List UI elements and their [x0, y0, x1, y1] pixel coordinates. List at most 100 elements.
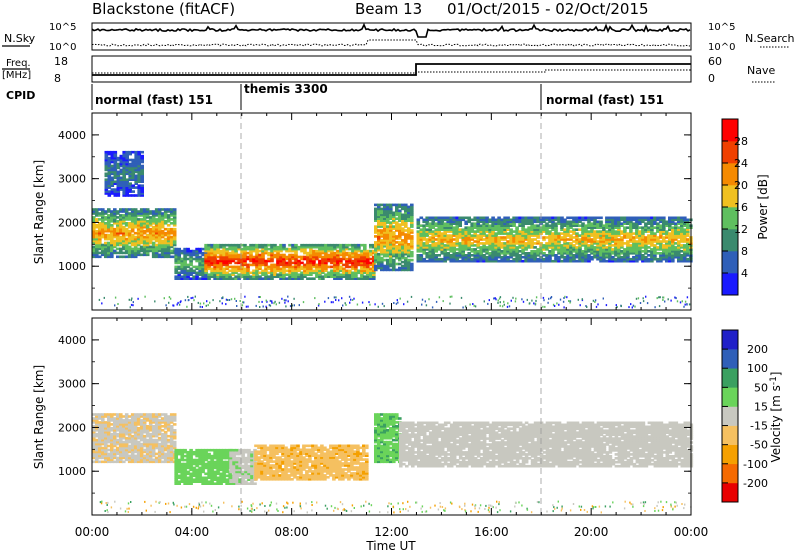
power-cell — [127, 237, 132, 241]
power-cell — [157, 239, 162, 243]
power-cell — [608, 242, 612, 245]
velocity-cell — [107, 436, 111, 440]
power-cell — [491, 230, 495, 233]
power-cell — [101, 249, 105, 253]
power-cell — [398, 205, 402, 209]
power-cell — [314, 297, 316, 300]
power-cell — [662, 252, 666, 255]
power-cell — [113, 162, 118, 166]
power-cell — [101, 251, 105, 255]
power-cell — [671, 259, 675, 263]
power-cell — [252, 261, 256, 265]
velocity-cell — [122, 425, 126, 428]
power-cell — [240, 253, 244, 257]
power-cell — [578, 248, 582, 251]
power-cell — [401, 213, 405, 217]
power-cell — [207, 275, 211, 278]
power-cell — [554, 232, 558, 235]
power-cell — [201, 273, 205, 276]
power-cell — [148, 245, 153, 249]
power-cell — [140, 154, 144, 158]
power-cell — [225, 247, 229, 251]
power-cell — [509, 242, 513, 245]
power-cell — [518, 240, 522, 243]
power-cell — [464, 230, 468, 233]
velocity-cell — [101, 429, 105, 432]
velocity-cell — [95, 456, 99, 460]
power-cell — [422, 236, 426, 239]
power-cell — [119, 231, 123, 235]
power-cell — [620, 218, 624, 222]
power-cell — [539, 220, 543, 224]
power-cell — [479, 248, 483, 251]
power-cell — [488, 228, 492, 231]
power-cell — [501, 305, 504, 308]
power-cell — [222, 247, 226, 251]
power-cell — [327, 245, 331, 249]
power-cell — [404, 241, 408, 244]
power-cell — [566, 238, 570, 241]
power-cell — [680, 246, 684, 249]
power-cell — [104, 154, 109, 158]
power-cell — [629, 246, 633, 249]
power-cell — [127, 231, 132, 235]
power-cell — [437, 226, 441, 229]
power-cell — [116, 176, 121, 180]
power-cell — [192, 296, 194, 299]
power-cell — [386, 264, 390, 268]
velocity-cell — [154, 440, 159, 444]
velocity-cell — [110, 446, 114, 450]
power-cell — [629, 259, 633, 263]
power-cell — [98, 245, 102, 249]
power-cell — [544, 305, 546, 308]
velocity-cell — [127, 427, 132, 430]
power-cell — [236, 305, 238, 307]
power-cell — [113, 150, 118, 154]
power-cell — [128, 170, 132, 174]
power-cell — [204, 261, 208, 265]
power-cell — [431, 232, 435, 235]
velocity-cell — [104, 456, 108, 460]
power-cell — [389, 229, 393, 232]
power-cell — [142, 247, 147, 251]
power-cell — [315, 257, 319, 261]
power-cell — [125, 156, 129, 160]
power-cell — [354, 273, 358, 276]
power-cell — [446, 242, 450, 245]
power-cell — [662, 230, 666, 233]
power-cell — [198, 249, 202, 253]
power-cell — [134, 156, 138, 160]
power-cell — [407, 247, 411, 250]
power-cell — [92, 255, 96, 259]
power-cell — [545, 232, 549, 235]
power-cell — [166, 214, 171, 217]
velocity-cell — [142, 450, 147, 454]
power-cell — [261, 269, 265, 273]
power-cell — [554, 242, 558, 245]
power-cell — [518, 246, 522, 249]
power-cell — [503, 238, 507, 241]
velocity-cell — [166, 458, 171, 462]
power-cell — [389, 245, 393, 248]
power-cell — [195, 271, 199, 275]
power-cell — [482, 248, 486, 251]
power-cell — [95, 243, 99, 247]
power-cell — [614, 254, 618, 257]
noise-left-tick-bottom: 10^0 — [49, 42, 76, 53]
power-cell — [597, 303, 599, 306]
power-cell — [662, 236, 666, 239]
power-cell — [455, 254, 459, 257]
power-cell — [279, 255, 283, 259]
power-cell — [620, 238, 624, 241]
velocity-cell — [136, 432, 141, 436]
power-cell — [324, 267, 328, 271]
power-cell — [318, 275, 322, 278]
power-cell — [665, 242, 669, 245]
power-cell — [401, 217, 405, 220]
power-cell — [234, 269, 238, 273]
power-cell — [95, 220, 99, 223]
power-cell — [527, 240, 531, 243]
power-cell — [497, 226, 501, 229]
power-cell — [172, 239, 177, 243]
power-cell — [506, 216, 510, 220]
